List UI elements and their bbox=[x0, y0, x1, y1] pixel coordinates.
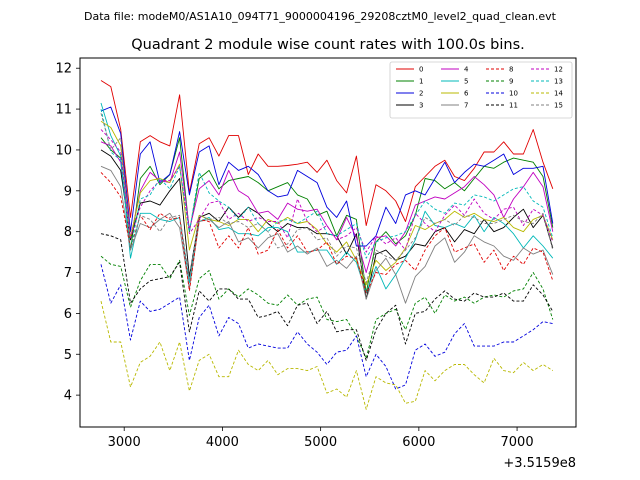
y-tick-label: 9 bbox=[64, 184, 72, 199]
legend-label-8: 8 bbox=[509, 66, 513, 74]
y-tick-label: 5 bbox=[64, 348, 72, 363]
x-axis: 3000 4000 5000 6000 7000 bbox=[108, 427, 534, 450]
series-line-15 bbox=[100, 113, 554, 284]
legend-label-3: 3 bbox=[419, 102, 423, 110]
y-axis: 4 5 6 7 8 9 10 11 12 bbox=[55, 62, 80, 404]
x-tick-label: 5000 bbox=[304, 435, 337, 450]
legend-label-12: 12 bbox=[554, 66, 563, 74]
legend-label-10: 10 bbox=[509, 90, 518, 98]
x-tick-label: 6000 bbox=[402, 435, 435, 450]
series-line-4 bbox=[100, 141, 554, 273]
series-line-0 bbox=[100, 80, 554, 226]
plot-area bbox=[79, 57, 577, 428]
series-line-7 bbox=[100, 165, 554, 304]
legend-label-15: 15 bbox=[554, 102, 563, 110]
y-tick-label: 6 bbox=[64, 307, 72, 322]
series-line-11 bbox=[100, 233, 554, 361]
legend-box bbox=[389, 61, 573, 119]
legend-label-13: 13 bbox=[554, 78, 563, 86]
legend-label-9: 9 bbox=[509, 78, 513, 86]
legend-label-7: 7 bbox=[464, 102, 468, 110]
legend-label-1: 1 bbox=[419, 78, 423, 86]
y-tick-label: 11 bbox=[55, 103, 72, 118]
series-layer bbox=[100, 80, 554, 410]
legend-label-14: 14 bbox=[554, 90, 563, 98]
y-tick-label: 8 bbox=[64, 225, 72, 240]
series-line-2 bbox=[100, 106, 554, 247]
series-line-10 bbox=[100, 264, 553, 390]
legend-label-6: 6 bbox=[464, 90, 469, 98]
y-tick-label: 12 bbox=[55, 62, 72, 77]
series-line-6 bbox=[100, 120, 554, 286]
series-line-8 bbox=[100, 172, 554, 294]
chart-suptitle: Data file: modeM0/AS1A10_094T71_90000041… bbox=[84, 10, 557, 23]
legend-label-4: 4 bbox=[464, 66, 469, 74]
y-tick-label: 10 bbox=[55, 143, 72, 158]
y-tick-label: 4 bbox=[64, 389, 72, 404]
series-line-14 bbox=[100, 300, 554, 410]
x-tick-label: 3000 bbox=[108, 435, 141, 450]
y-tick-label: 7 bbox=[64, 266, 72, 281]
x-offset-label: +3.5159e8 bbox=[503, 456, 576, 471]
series-line-1 bbox=[100, 137, 554, 294]
legend-label-5: 5 bbox=[464, 78, 468, 86]
legend-label-0: 0 bbox=[419, 66, 423, 74]
series-line-13 bbox=[100, 108, 554, 259]
series-line-12 bbox=[100, 129, 554, 253]
x-tick-label: 7000 bbox=[501, 435, 534, 450]
series-line-5 bbox=[100, 102, 554, 294]
chart-title: Quadrant 2 module wise count rates with … bbox=[131, 37, 525, 53]
series-line-9 bbox=[100, 255, 554, 359]
x-tick-label: 4000 bbox=[206, 435, 239, 450]
legend-label-2: 2 bbox=[419, 90, 423, 98]
legend-label-11: 11 bbox=[509, 102, 518, 110]
